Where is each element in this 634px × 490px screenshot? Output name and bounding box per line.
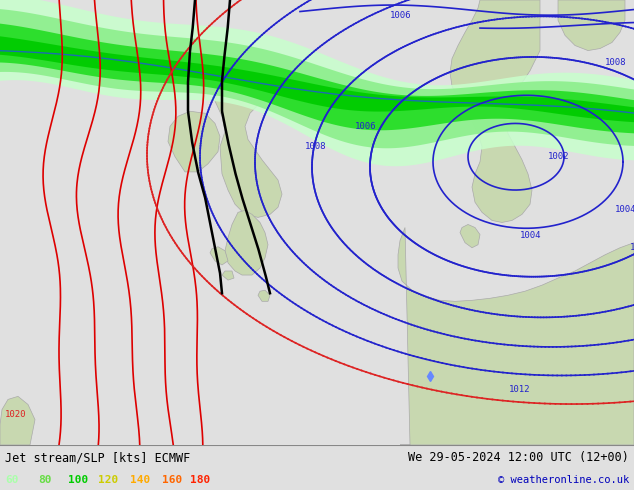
Text: 1002: 1002 [548, 152, 569, 161]
Text: 1006: 1006 [390, 11, 411, 20]
Text: 160: 160 [162, 475, 182, 485]
Polygon shape [168, 111, 220, 172]
Polygon shape [0, 0, 634, 166]
Polygon shape [0, 36, 634, 122]
Text: 1020: 1020 [5, 410, 27, 419]
Polygon shape [450, 0, 540, 222]
Polygon shape [0, 24, 634, 133]
Text: 140: 140 [130, 475, 150, 485]
Polygon shape [0, 396, 35, 445]
Text: © weatheronline.co.uk: © weatheronline.co.uk [498, 475, 629, 485]
Polygon shape [215, 71, 282, 218]
Polygon shape [210, 247, 228, 265]
Text: 60: 60 [5, 475, 18, 485]
Text: 1008: 1008 [605, 58, 626, 67]
Text: 1008: 1008 [305, 142, 327, 151]
Text: 1004: 1004 [520, 231, 541, 240]
Polygon shape [225, 210, 268, 275]
Text: 180: 180 [190, 475, 210, 485]
Text: 1006: 1006 [630, 243, 634, 252]
Text: 100: 100 [68, 475, 89, 485]
Text: 1012: 1012 [509, 385, 531, 394]
Text: 80: 80 [38, 475, 51, 485]
Text: 120: 120 [98, 475, 119, 485]
Polygon shape [558, 0, 625, 50]
Polygon shape [258, 290, 270, 301]
Text: We 29-05-2024 12:00 UTC (12+00): We 29-05-2024 12:00 UTC (12+00) [408, 451, 629, 464]
Polygon shape [222, 271, 234, 280]
Text: 1004: 1004 [615, 205, 634, 214]
Text: Jet stream/SLP [kts] ECMWF: Jet stream/SLP [kts] ECMWF [5, 451, 190, 464]
Polygon shape [460, 224, 480, 248]
Polygon shape [0, 9, 634, 148]
Text: 1006: 1006 [355, 122, 377, 131]
Polygon shape [398, 227, 634, 445]
